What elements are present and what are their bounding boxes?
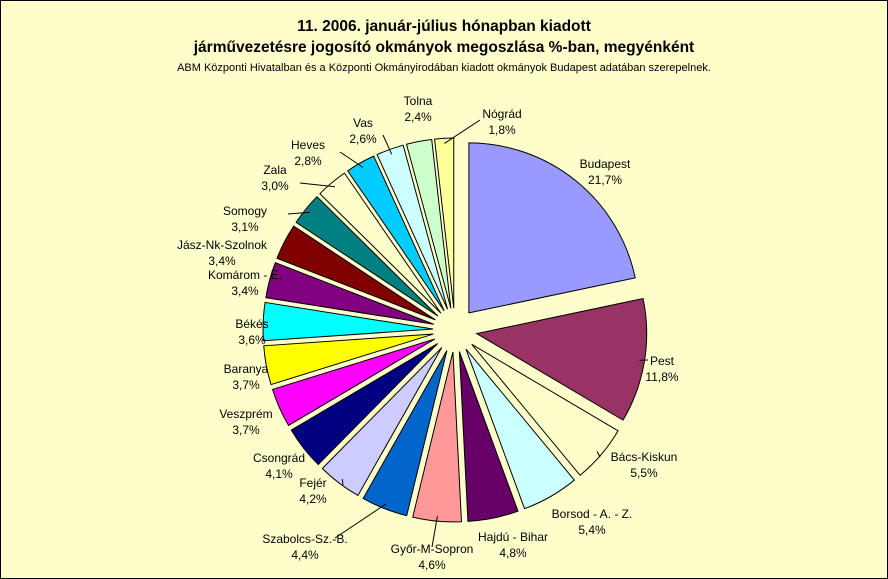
slice-label: Veszprém: [219, 407, 272, 421]
chart-subtitle: ABM Központi Hivatalban és a Központi Ok…: [177, 62, 711, 74]
slice-label: Győr-M-Sopron: [391, 542, 474, 556]
slice-label: Baranya: [224, 362, 269, 376]
slice-value-label: 3,4%: [231, 284, 259, 298]
slice-value-label: 1,8%: [488, 123, 516, 137]
slice-label: Borsod - A. - Z.: [552, 507, 633, 521]
slice-label: Békés: [235, 317, 268, 331]
leader-line: [339, 151, 364, 168]
pie-slice-j-sz-nk-szolnok: [276, 225, 436, 321]
slice-label: Jász-Nk-Szolnok: [177, 238, 268, 252]
pie-slice-b-k-s: [262, 301, 434, 342]
leader-line: [341, 479, 344, 486]
pie-slice-fej-r: [321, 347, 443, 497]
pie-slice-kom-rom-e: [265, 262, 434, 325]
chart-title-line-1: 11. 2006. január-július hónapban kiadott: [297, 18, 591, 35]
slice-label: Csongrád: [253, 451, 305, 465]
leader-line: [596, 451, 601, 458]
slice-label: Nógrád: [482, 107, 521, 121]
slice-value-label: 4,6%: [418, 558, 446, 572]
pie-slice-zala: [319, 172, 442, 314]
slice-value-label: 4,1%: [265, 467, 293, 481]
pie-slice-borsod-a-z: [465, 348, 576, 510]
slice-label: Zala: [263, 163, 287, 177]
pie-slice-hajd-bihar: [458, 351, 519, 522]
slice-value-label: 4,2%: [299, 492, 327, 506]
leader-line: [431, 515, 438, 548]
slice-value-label: 2,6%: [349, 132, 377, 146]
leader-line: [444, 119, 481, 144]
pie-slice-baranya: [263, 333, 434, 386]
pie-slice-b-cs-kiskun: [471, 343, 619, 476]
slice-label: Somogy: [223, 204, 267, 218]
slice-value-label: 21,7%: [588, 173, 622, 187]
slice-value-label: 5,4%: [578, 523, 606, 537]
pie-slice-budapest: [468, 142, 636, 314]
slice-value-label: 3,0%: [261, 179, 289, 193]
leader-line: [299, 182, 336, 188]
pie-slice-pest: [475, 297, 648, 421]
leader-line: [382, 134, 393, 155]
slice-label: Szabolcs-Sz.-B.: [262, 532, 347, 546]
slice-label: Pest: [650, 354, 675, 368]
slice-value-label: 3,4%: [208, 254, 236, 268]
slice-label: Fejér: [299, 476, 326, 490]
slice-value-label: 3,6%: [238, 333, 266, 347]
pie-slice-n-gr-d: [434, 137, 455, 309]
pie-slice-csongr-d: [290, 343, 439, 466]
pie-slice-heves: [347, 155, 445, 312]
slice-value-label: 2,8%: [294, 154, 322, 168]
slice-value-label: 4,4%: [291, 548, 319, 562]
slice-value-label: 3,7%: [232, 378, 260, 392]
pie-slice-somogy: [295, 195, 439, 317]
slice-value-label: 3,1%: [231, 220, 259, 234]
slice-label: Komárom - E.: [208, 268, 282, 282]
slice-label: Bács-Kiskun: [611, 450, 678, 464]
slice-value-label: 4,8%: [499, 546, 527, 560]
pie-slice-szabolcs-sz-b: [362, 350, 448, 517]
leader-line: [287, 211, 310, 215]
chart-title-line-2: járművezetésre jogosító okmányok megoszl…: [193, 39, 695, 56]
slice-value-label: 3,7%: [232, 423, 260, 437]
slice-label: Budapest: [580, 157, 631, 171]
slice-value-label: 11,8%: [645, 370, 678, 384]
leader-line: [334, 503, 387, 539]
slice-label: Heves: [291, 138, 325, 152]
pie-slice-tolna: [405, 138, 452, 309]
slice-value-label: 2,4%: [404, 110, 432, 124]
slice-value-label: 5,5%: [630, 466, 658, 480]
slice-label: Tolna: [404, 94, 433, 108]
pie-slice-veszpr-m: [271, 338, 436, 427]
slice-label: Vas: [353, 116, 373, 130]
slice-label: Hajdú - Bihar: [478, 530, 548, 544]
